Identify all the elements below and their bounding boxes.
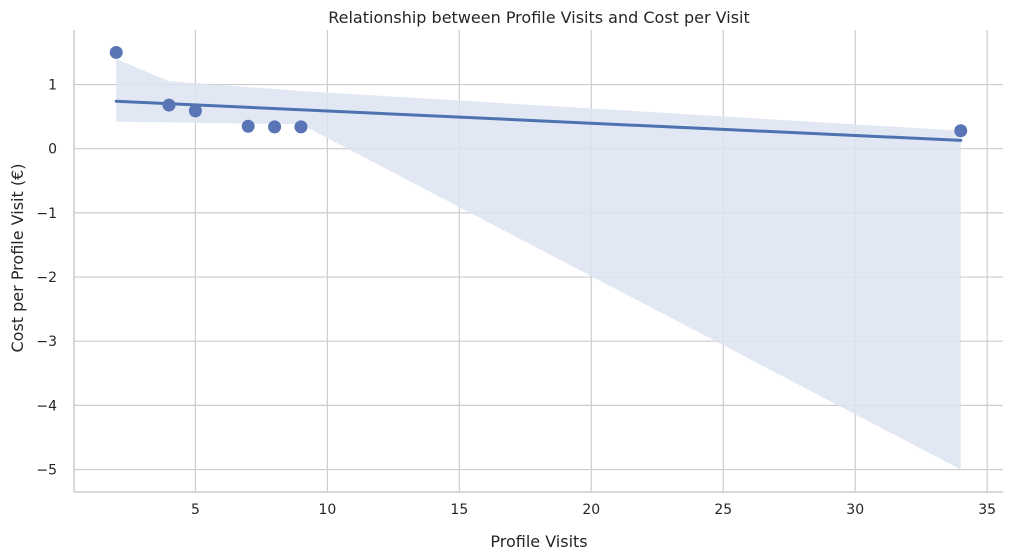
data-point: [162, 98, 176, 112]
data-point: [954, 124, 968, 138]
x-tick-label: 30: [846, 502, 864, 518]
data-point: [241, 119, 255, 133]
confidence-band-group: [116, 58, 961, 470]
x-tick-label: 20: [582, 502, 600, 518]
scatter-points: [109, 45, 968, 138]
data-point: [294, 120, 308, 134]
x-tick-label: 5: [191, 502, 200, 518]
regression-line: [114, 99, 963, 142]
x-tick-label: 10: [318, 502, 336, 518]
x-tick-label: 15: [450, 502, 468, 518]
y-tick-label: −3: [36, 334, 57, 350]
chart-title: Relationship between Profile Visits and …: [328, 8, 750, 27]
x-axis-label: Profile Visits: [490, 532, 587, 551]
y-tick-label: −2: [36, 270, 57, 286]
y-tick-labels: 1 0 −1 −2 −3 −4 −5: [36, 78, 57, 479]
data-point: [188, 104, 202, 118]
regression-line-group: [114, 99, 963, 142]
x-tick-label: 35: [978, 502, 996, 518]
x-tick-label: 25: [714, 502, 732, 518]
confidence-band: [116, 58, 961, 470]
x-tick-labels: 5 10 15 20 25 30 35: [191, 502, 996, 518]
y-tick-label: 0: [48, 142, 57, 158]
axes-spines: [73, 30, 1003, 493]
y-tick-label: 1: [48, 78, 57, 94]
y-tick-label: −1: [36, 206, 57, 222]
data-point: [109, 45, 123, 59]
data-point: [268, 120, 282, 134]
y-axis-label: Cost per Profile Visit (€): [8, 164, 27, 353]
y-tick-label: −5: [36, 463, 57, 479]
y-tick-label: −4: [36, 398, 57, 414]
